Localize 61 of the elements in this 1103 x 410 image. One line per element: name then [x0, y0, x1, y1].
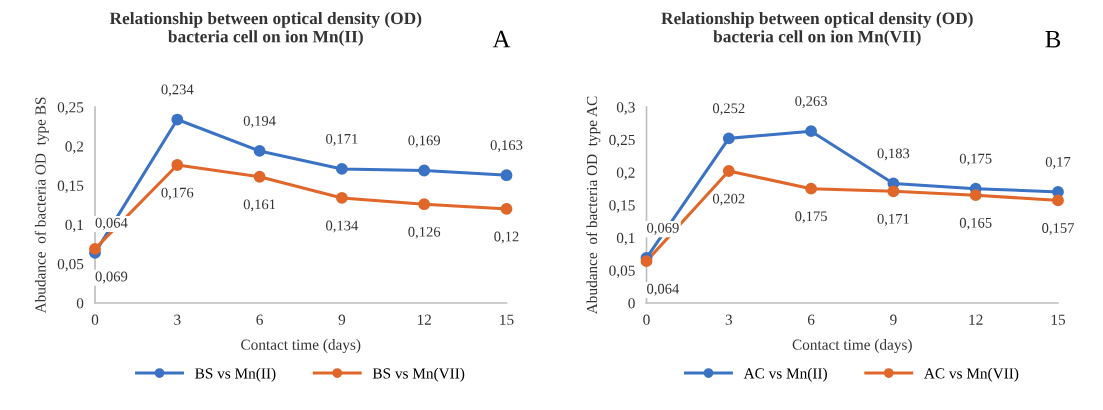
x-tick-label: 15 — [1051, 314, 1066, 325]
x-tick-label: 3 — [725, 314, 733, 325]
y-tick-label: 0,05 — [57, 258, 84, 272]
data-label: 0,165 — [959, 217, 992, 230]
chart-title: Relationship between optical density (OD) bacteria cell on ion Mn(VII) — [661, 12, 973, 46]
y-tick-label: 0,05 — [609, 265, 635, 278]
x-tick-label: 0 — [643, 314, 650, 325]
data-label: 0,183 — [877, 148, 910, 161]
y-tick-label: 0,2 — [65, 141, 84, 154]
y-tick-label: 0,1 — [616, 232, 635, 246]
x-tick-label: 9 — [338, 314, 346, 325]
data-label: 0,171 — [326, 133, 358, 146]
legend-label: BS vs Mn(II) — [195, 367, 276, 382]
data-label: 0,175 — [959, 153, 992, 166]
x-tick-label: 15 — [500, 314, 514, 325]
data-label: 0,161 — [243, 199, 276, 212]
data-label: 0,171 — [877, 213, 909, 226]
data-label: 0,064 — [647, 283, 680, 296]
y-tick-label: 0 — [76, 298, 84, 309]
y-tick-label: 0,15 — [57, 180, 84, 194]
y-axis-title: Abudance of bacteria OD type AC — [586, 96, 601, 315]
data-label: 0,126 — [408, 226, 441, 239]
x-tick-label: 6 — [256, 314, 263, 325]
data-label: 0,175 — [795, 211, 827, 224]
data-label: 0,134 — [326, 220, 359, 233]
y-tick-label: 0,15 — [609, 200, 635, 213]
data-label: 0,069 — [95, 271, 128, 284]
y-tick-label: 0,2 — [616, 167, 635, 180]
x-tick-label: 3 — [174, 314, 181, 325]
y-tick-label: 0 — [628, 298, 635, 309]
chart-title: Relationship between optical density (OD) bacteria cell on ion Mn(II) — [109, 12, 422, 46]
data-label: 0,252 — [712, 103, 745, 116]
y-tick-label: 0,1 — [65, 219, 83, 233]
data-label: 0,157 — [1042, 223, 1074, 236]
y-tick-label: 0,3 — [616, 102, 635, 115]
x-tick-label: 6 — [807, 314, 815, 325]
data-label: 0,12 — [494, 231, 519, 244]
text: B — [1045, 30, 1061, 48]
data-label: 0,263 — [795, 96, 827, 109]
x-tick-label: 12 — [417, 314, 431, 325]
text: A — [492, 30, 511, 48]
data-label: 0,194 — [243, 115, 276, 128]
x-axis-title: Contact time (days) — [241, 339, 361, 353]
data-label: 0,163 — [490, 140, 523, 153]
y-axis-title: Abudance of bacteria OD type BS — [34, 97, 49, 314]
x-tick-label: 12 — [969, 314, 983, 325]
legend-label: AC vs Mn(VII) — [924, 367, 1019, 382]
data-label: 0,169 — [408, 135, 441, 148]
data-label: 0,064 — [95, 217, 128, 230]
data-label: 0,17 — [1045, 156, 1071, 169]
legend-label: BS vs Mn(VII) — [372, 367, 465, 382]
y-tick-label: 0,25 — [609, 134, 635, 148]
x-tick-label: 0 — [91, 314, 99, 325]
y-tick-label: 0,25 — [57, 102, 84, 115]
x-axis-title: Contact time (days) — [792, 339, 912, 353]
x-tick-label: 9 — [890, 314, 897, 325]
data-label: 0,234 — [161, 84, 194, 97]
data-label: 0,176 — [161, 187, 194, 200]
data-label: 0,202 — [712, 193, 745, 206]
legend-label: AC vs Mn(II) — [743, 367, 827, 382]
data-label: 0,069 — [647, 222, 679, 235]
